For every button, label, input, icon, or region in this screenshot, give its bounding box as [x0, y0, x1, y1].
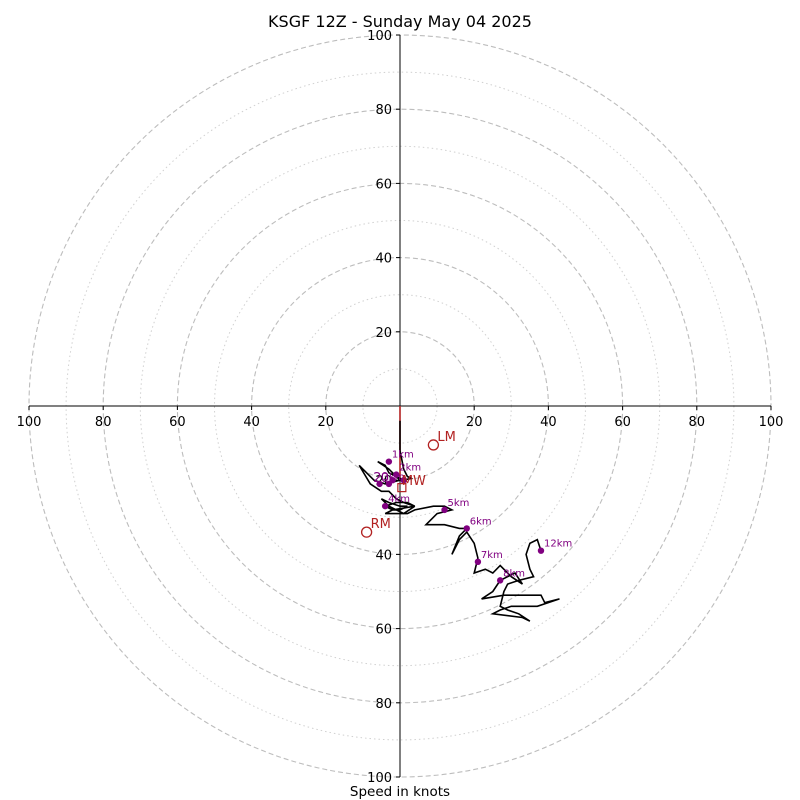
x-tick-label: 40 — [540, 415, 557, 430]
x-tick-label: 60 — [614, 415, 631, 430]
x-axis-label: Speed in knots — [350, 784, 450, 800]
small-height-label: 2 — [373, 471, 381, 486]
height-marker-label: 7km — [481, 550, 503, 561]
y-tick-label: 100 — [367, 29, 392, 44]
storm-motion-label: RM — [371, 517, 391, 532]
x-tick-label: 80 — [689, 415, 706, 430]
hodograph-trace-group — [358, 406, 560, 622]
mean-wind-label: MW — [402, 474, 426, 489]
hodograph-trace — [358, 420, 560, 622]
x-tick-label: 80 — [95, 415, 112, 430]
y-tick-label: 80 — [375, 697, 392, 712]
y-tick-label: 20 — [375, 326, 392, 341]
height-marker-label: 5km — [448, 498, 470, 509]
y-tick-label: 40 — [375, 548, 392, 563]
x-tick-label: 40 — [243, 415, 260, 430]
chart-title: KSGF 12Z - Sunday May 04 2025 — [268, 12, 532, 31]
motion-box-marker — [397, 483, 407, 493]
x-tick-label: 100 — [759, 415, 784, 430]
height-marker-point — [474, 558, 482, 566]
height-marker-label: 6km — [470, 516, 492, 527]
height-marker-point — [389, 477, 396, 484]
height-marker-label: 8km — [503, 568, 525, 579]
tick-labels: 100 80 60 40 20 20 40 60 80 100 20 40 60 80 100 20 40 60 8… — [17, 29, 784, 786]
height-marker-point — [463, 525, 470, 532]
height-marker-label: 3km — [383, 472, 405, 483]
height-marker-point — [400, 477, 407, 484]
height-marker-point — [376, 480, 383, 488]
y-tick-label: 40 — [375, 252, 392, 267]
height-marker-point — [385, 458, 393, 465]
height-marker-point — [496, 577, 504, 584]
height-marker-point — [441, 506, 448, 514]
height-marker-point — [381, 502, 389, 510]
height-marker-label: 12km — [544, 539, 572, 550]
x-tick-label: 100 — [17, 415, 42, 430]
height-marker-point — [393, 471, 400, 478]
height-marker-point — [537, 547, 545, 554]
storm-motion-label: LM — [437, 430, 455, 445]
height-marker-label: 2km — [399, 463, 421, 474]
y-tick-label: 100 — [367, 771, 392, 786]
height-marker-label: 1km — [392, 450, 414, 461]
small-height-label: 0 — [381, 471, 389, 486]
y-tick-label: 60 — [375, 177, 392, 192]
y-tick-label: 60 — [375, 623, 392, 638]
height-marker-label: 4km — [388, 494, 410, 505]
storm-motion-marker — [427, 439, 440, 451]
x-tick-label: 20 — [318, 415, 335, 430]
y-tick-label: 80 — [375, 103, 392, 118]
x-tick-label: 20 — [466, 415, 483, 430]
storm-motion-marker — [360, 526, 373, 538]
storm-motion-markers: LM MW RM — [360, 430, 456, 538]
x-tick-label: 60 — [169, 415, 186, 430]
